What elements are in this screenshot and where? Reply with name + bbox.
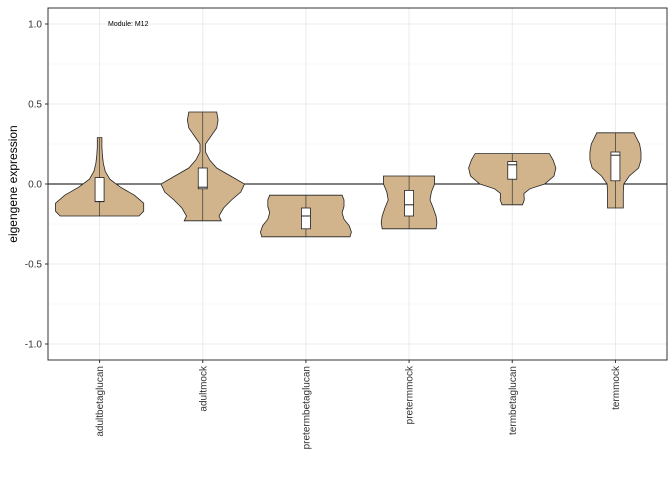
y-tick-label: 0.0 <box>28 180 42 191</box>
y-tick-label: 1.0 <box>28 20 42 31</box>
x-tick-label: adultmock <box>198 365 209 412</box>
x-tick-label: pretermmock <box>405 365 416 424</box>
box-pretermmock <box>404 189 414 217</box>
module-annotation: Module: M12 <box>108 21 149 28</box>
violins <box>55 111 642 238</box>
y-tick-label: -0.5 <box>25 260 43 271</box>
x-tick-label: pretermbetaglucan <box>301 366 312 449</box>
x-axis-ticks: adultbetaglucan adultmock pretermbetagluca… <box>95 360 622 449</box>
box-termbetaglucan <box>507 161 518 180</box>
y-tick-label: -1.0 <box>25 340 43 351</box>
y-axis-ticks: -1.0 -0.5 0.0 0.5 1.0 <box>25 20 48 351</box>
x-tick-label: adultbetaglucan <box>95 366 106 437</box>
y-axis-title: eigengene expression <box>6 125 20 242</box>
x-tick-label: termbetaglucan <box>508 366 519 435</box>
y-tick-label: 0.5 <box>28 100 42 111</box>
box-pretermbetaglucan <box>301 207 311 230</box>
box-termmock <box>610 151 621 182</box>
box-adultmock <box>197 167 208 190</box>
box-adultbetaglucan <box>94 177 105 203</box>
x-tick-label: termmock <box>611 365 622 410</box>
